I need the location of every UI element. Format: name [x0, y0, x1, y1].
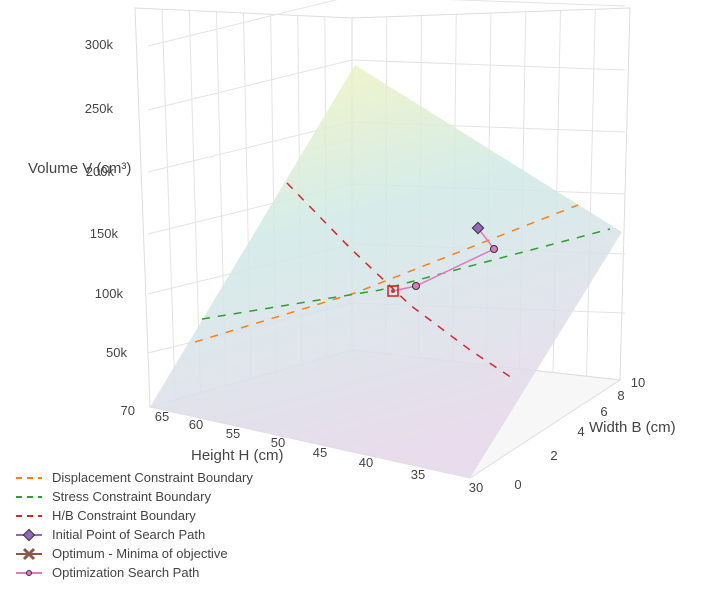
legend-item[interactable]: H/B Constraint Boundary [14, 506, 253, 525]
grid-line [161, 9, 176, 400]
legend-label: Stress Constraint Boundary [52, 489, 211, 504]
series-search-path [392, 227, 496, 292]
z-tick-label: 50k [106, 345, 127, 360]
legend-swatch-icon [16, 547, 42, 560]
legend-swatch-icon [16, 514, 42, 517]
y-tick-label: 30 [469, 480, 483, 495]
legend-label: H/B Constraint Boundary [52, 508, 196, 523]
legend-swatch-icon [16, 569, 42, 576]
legend-item[interactable]: Initial Point of Search Path [14, 525, 253, 544]
x-tick-label: 8 [617, 388, 624, 403]
legend: Displacement Constraint Boundary Stress C… [14, 468, 253, 582]
grid-line [147, 0, 338, 47]
series-stress-constraint [201, 228, 611, 320]
z-tick-label: 200k [86, 164, 115, 179]
axis-ticks: 50k100k150k200k250k300k70303540455055606… [85, 37, 645, 495]
x-tick-label: 2 [550, 448, 557, 463]
legend-label: Optimum - Minima of objective [52, 546, 228, 561]
y-tick-label: 60 [189, 417, 203, 432]
y-tick-label: 35 [411, 467, 425, 482]
z-tick-label: 150k [90, 226, 119, 241]
grid-line [147, 59, 353, 111]
legend-swatch-icon [16, 528, 42, 541]
z-tick-label: 100k [95, 286, 124, 301]
z-axis-title: Volume V (cm³) [28, 160, 131, 177]
legend-label: Initial Point of Search Path [52, 527, 206, 542]
x-tick-label: 4 [577, 424, 584, 439]
z-tick-label: 300k [85, 37, 114, 52]
y-tick-label: 50 [271, 435, 285, 450]
y-axis-title: Height H (cm) [191, 447, 284, 464]
legend-item[interactable]: Stress Constraint Boundary [14, 487, 253, 506]
legend-label: Optimization Search Path [52, 565, 200, 580]
x-tick-label: 0 [514, 477, 521, 492]
legend-item[interactable]: Optimum - Minima of objective [14, 544, 253, 563]
search-path-point [490, 245, 498, 253]
legend-item[interactable]: Optimization Search Path [14, 563, 253, 582]
y-tick-label: 55 [226, 426, 240, 441]
grid-line [351, 59, 626, 71]
optimum-point [391, 289, 395, 293]
x-tick-label: 10 [631, 375, 645, 390]
legend-label: Displacement Constraint Boundary [52, 470, 253, 485]
legend-swatch-icon [16, 495, 42, 498]
grid-line [447, 0, 626, 7]
series-displacement-constraint [194, 204, 579, 343]
search-path-point [412, 282, 420, 290]
z-tick-label: 250k [85, 101, 114, 116]
legend-swatch-icon [16, 476, 42, 479]
constraint-curves [194, 182, 611, 381]
y-tick-label: 45 [313, 445, 327, 460]
optimum-marker [387, 285, 399, 297]
initial-point-marker [471, 221, 485, 235]
legend-item[interactable]: Displacement Constraint Boundary [14, 468, 253, 487]
y-tick-label: 40 [359, 455, 373, 470]
y-tick-label: 65 [155, 409, 169, 424]
z-tick-label: 70 [121, 403, 135, 418]
x-axis-title: Width B (cm) [589, 419, 676, 436]
volume-surface [150, 65, 622, 478]
x-tick-label: 6 [600, 404, 607, 419]
